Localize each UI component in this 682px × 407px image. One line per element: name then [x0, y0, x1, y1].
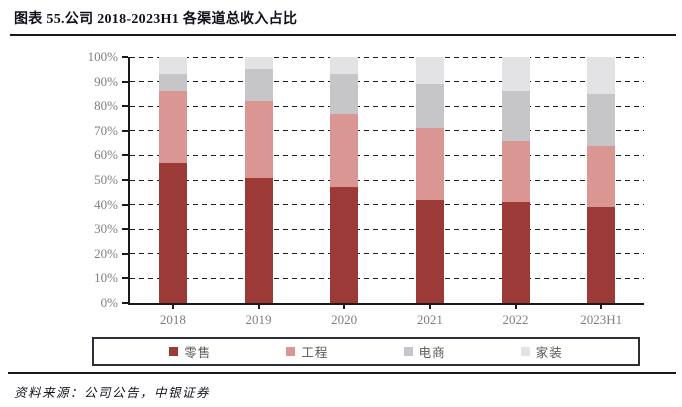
segment-engineering-2021	[415, 128, 444, 200]
x-tick-label: 2018	[159, 312, 186, 327]
x-tick-label: 2021	[416, 312, 443, 327]
legend-item-home-decor: 家装	[520, 342, 563, 361]
gridline	[130, 204, 644, 206]
y-axis-tick	[122, 252, 128, 255]
segment-retail-2023H1	[587, 207, 616, 303]
x-tick-label: 2022	[502, 312, 529, 327]
gridline	[130, 154, 644, 156]
y-tick-label: 90%	[94, 73, 118, 89]
y-tick-label: 20%	[94, 245, 118, 261]
x-axis-tick	[171, 303, 174, 309]
legend-swatch-retail	[169, 347, 179, 356]
y-tick-label: 10%	[94, 270, 118, 286]
y-tick-label: 30%	[94, 221, 118, 237]
legend: 零售 工程 电商 家装	[92, 337, 640, 366]
y-axis-tick	[122, 179, 128, 181]
y-tick-label: 50%	[94, 172, 118, 187]
segment-home-decor-2022	[501, 57, 530, 92]
y-axis-tick	[122, 228, 128, 231]
segment-home-decor-2023H1	[587, 57, 616, 94]
y-tick-label: 70%	[94, 122, 118, 138]
segment-home-decor-2018	[158, 57, 187, 75]
footer-divider	[8, 372, 676, 374]
x-tick-label: 2023H1	[580, 312, 623, 327]
legend-swatch-home-decor	[520, 347, 530, 356]
y-axis-tick	[122, 154, 128, 157]
legend-swatch-ecommerce	[403, 347, 413, 356]
segment-home-decor-2021	[415, 57, 444, 85]
x-axis-tick	[257, 303, 260, 309]
gridline	[130, 130, 644, 132]
y-axis-tick	[122, 105, 128, 108]
gridline	[130, 179, 644, 181]
y-tick-label: 0%	[100, 295, 118, 310]
bar-2018	[158, 57, 187, 303]
y-tick-label: 80%	[94, 98, 118, 114]
gridline	[130, 277, 644, 279]
legend-label-home-decor: 家装	[535, 346, 563, 360]
plot-area	[122, 56, 644, 309]
bar-2021	[415, 57, 444, 303]
segment-engineering-2019	[244, 101, 273, 178]
segment-retail-2022	[501, 202, 530, 303]
segment-ecommerce-2020	[330, 74, 359, 114]
segment-retail-2018	[158, 162, 187, 303]
y-axis-tick	[122, 302, 128, 304]
segment-engineering-2023H1	[587, 145, 616, 208]
legend-item-engineering: 工程	[286, 342, 328, 361]
gridline	[130, 228, 644, 230]
x-tick-label: 2020	[331, 312, 358, 327]
segment-retail-2020	[330, 187, 359, 303]
bar-2023H1	[587, 57, 616, 303]
y-axis-tick	[122, 203, 128, 206]
legend-label-engineering: 工程	[301, 346, 329, 360]
segment-ecommerce-2018	[158, 74, 187, 92]
bar-2019	[244, 57, 273, 303]
segment-retail-2021	[415, 199, 444, 303]
y-tick-label: 100%	[87, 49, 118, 64]
segment-ecommerce-2023H1	[587, 93, 616, 146]
y-axis-tick	[122, 129, 128, 132]
y-axis-tick	[122, 56, 128, 58]
y-axis-labels: 0% 10% 20% 30% 40% 50% 60% 70% 80% 90% 100%	[0, 49, 118, 310]
y-axis-tick	[122, 277, 128, 280]
x-axis-tick	[343, 303, 346, 309]
legend-swatch-engineering	[286, 347, 296, 356]
figure-title: 图表 55.公司 2018-2023H1 各渠道总收入占比	[14, 12, 298, 27]
title-divider	[10, 34, 676, 36]
segment-engineering-2020	[330, 113, 359, 188]
y-axis-tick	[122, 80, 128, 83]
gridline	[130, 105, 644, 107]
x-axis-tick	[514, 303, 517, 309]
segment-retail-2019	[244, 177, 273, 303]
x-axis-tick	[428, 303, 431, 309]
segment-engineering-2018	[158, 91, 187, 163]
segment-engineering-2022	[501, 140, 530, 203]
segment-home-decor-2020	[330, 57, 359, 75]
source-note: 资料来源：公司公告，中银证券	[14, 386, 211, 400]
legend-item-ecommerce: 电商	[403, 342, 446, 361]
segment-home-decor-2019	[244, 57, 273, 70]
x-axis-labels: 2018 2019 2020 2021 2022 2023H1	[130, 312, 644, 330]
gridline	[130, 81, 644, 83]
legend-label-retail: 零售	[184, 346, 212, 360]
segment-ecommerce-2022	[501, 91, 530, 141]
x-axis-tick	[600, 303, 603, 309]
bar-2022	[501, 57, 530, 303]
gridline	[130, 253, 644, 255]
legend-label-ecommerce: 电商	[418, 346, 446, 360]
y-tick-label: 60%	[94, 147, 118, 163]
legend-item-retail: 零售	[169, 342, 211, 361]
x-tick-label: 2019	[245, 312, 272, 327]
segment-ecommerce-2021	[415, 84, 444, 129]
segment-ecommerce-2019	[244, 69, 273, 102]
gridline	[130, 56, 644, 58]
y-tick-label: 40%	[94, 196, 118, 212]
bar-2020	[330, 57, 359, 303]
